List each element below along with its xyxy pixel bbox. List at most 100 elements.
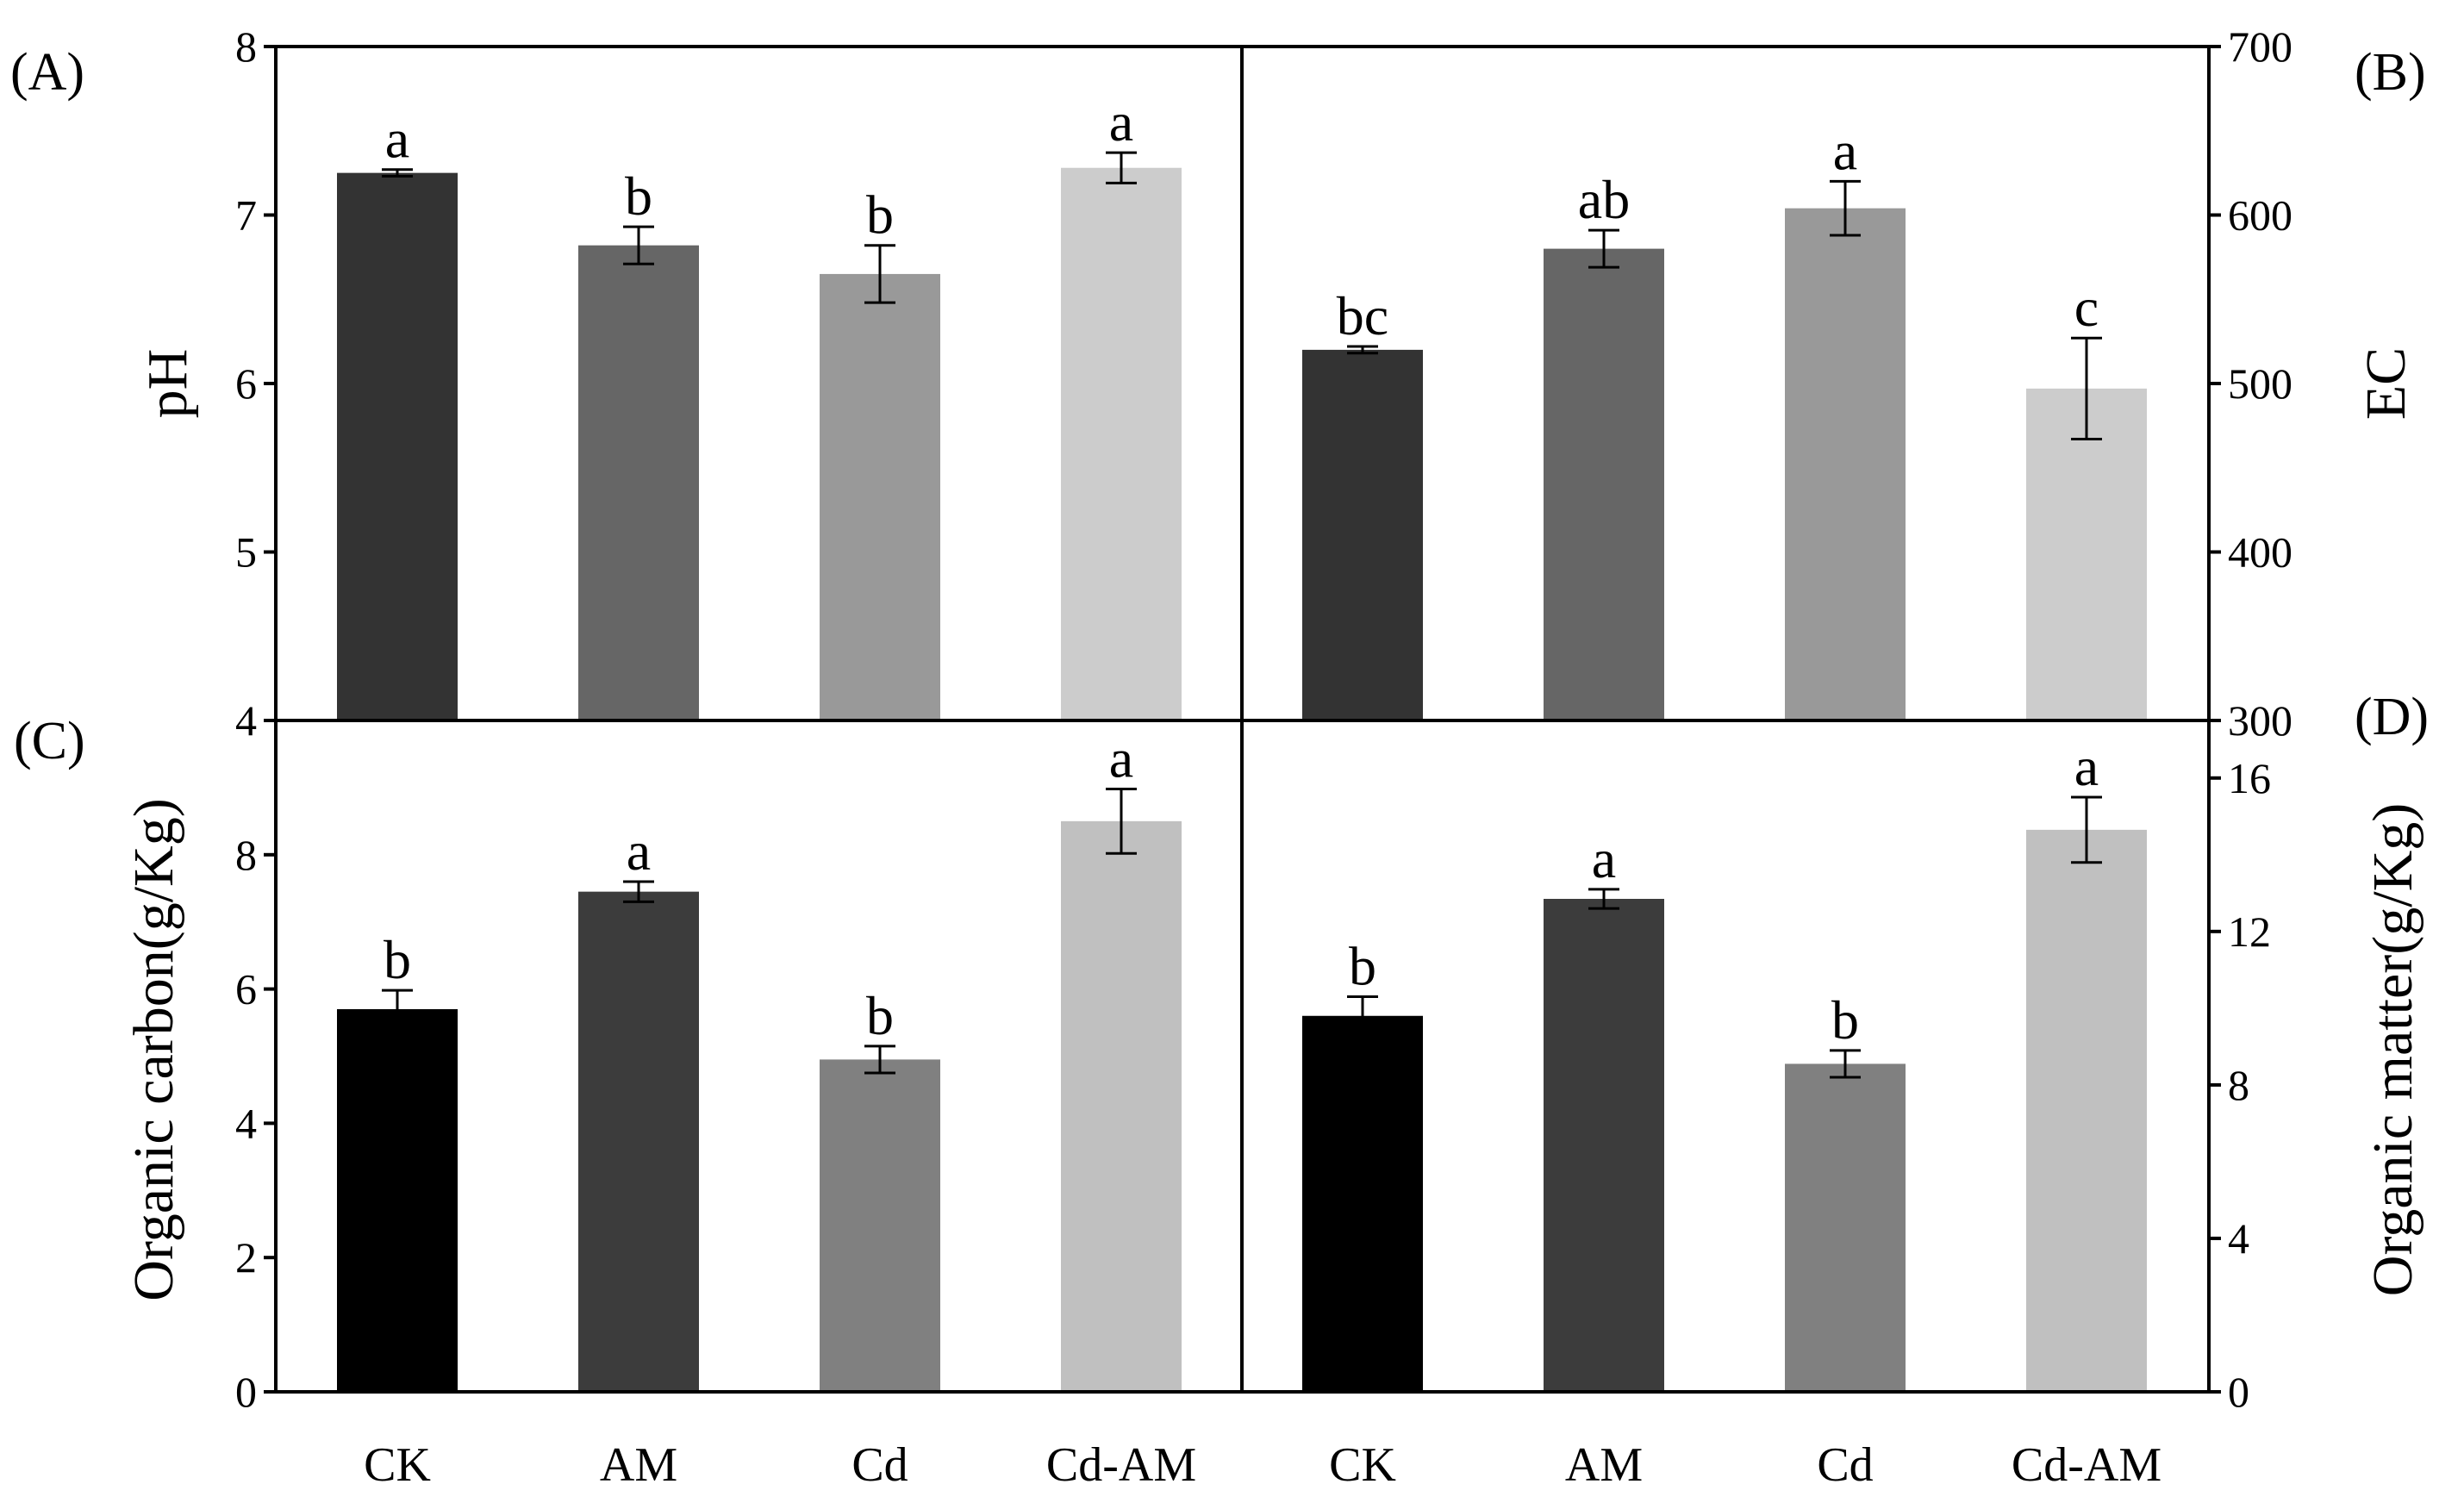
panel-a-bar-am [578,245,699,720]
panel-c-y-tick-label-0: 0 [235,1368,257,1416]
panel-b-error-bars [1347,179,2102,441]
panel-a-significance-cd: b [866,184,894,246]
panel-c-bar-cd [820,1059,940,1392]
panel-a-y-tick-label-5: 5 [235,528,257,577]
panel-c-y-axis: 0 2 4 6 8 [235,831,276,1416]
panel-a-bar-ck [337,172,458,720]
panel-a-y-tick-label-8: 8 [235,22,257,71]
panel-b-y-tick-label-300: 300 [2228,696,2292,745]
panel-b-significance-labels: bc ab a c [1337,120,2099,346]
panel-a-y-axis-title: pH [136,349,199,419]
panel-d-significance-cd: b [1831,989,1859,1051]
panel-d-bars [1302,829,2147,1392]
panel-b-y-axis-title: EC [2355,347,2417,420]
x-label-left-ck: CK [364,1438,431,1492]
panel-d-error-bar-am [1588,888,1619,910]
x-label-left-am: AM [600,1438,677,1492]
panel-b-significance-ck: bc [1337,285,1388,346]
panel-b-y-axis: 300 400 500 600 700 [2209,22,2292,745]
panel-a-ph: a b b a 4 5 6 7 8 (A) pH [10,22,1182,745]
panel-c-significance-cd-am: a [1109,727,1133,789]
panel-c-significance-ck: b [384,929,411,990]
panel-a-y-tick-label-6: 6 [235,359,257,408]
panel-d-y-tick-label-0: 0 [2228,1368,2249,1416]
panel-b-error-bar-ck [1347,345,1378,355]
panel-d-significance-ck: b [1349,936,1376,997]
panel-c-significance-labels: b a b a [384,727,1133,1045]
panel-b-error-bar-am [1588,228,1619,269]
panel-a-y-tick-label-4: 4 [235,696,257,745]
panel-frames [274,45,2211,1394]
panel-b-bar-am [1544,248,1664,721]
panel-c-bar-ck [337,1008,458,1392]
panel-d-significance-am: a [1592,828,1616,889]
panel-b-significance-cd: a [1833,120,1857,181]
panel-a-significance-ck: a [385,109,409,170]
x-label-right-ck: CK [1329,1438,1396,1492]
panel-d-error-bar-cd [1830,1049,1861,1079]
panel-d-significance-cd-am: a [2074,736,2099,797]
panel-d-bar-cd-am [2026,829,2147,1392]
panel-d-error-bar-ck [1347,995,1378,1037]
panel-d-y-axis-title: Organic matter(g/Kg) [2361,803,2424,1296]
panel-b-y-tick-label-400: 400 [2228,528,2292,577]
panel-c-error-bar-ck [382,988,413,1030]
panel-c-organic-carbon: b a b a 0 2 4 6 8 (C) Organic carbon(g/Kg) [14,712,1182,1416]
panel-d-error-bar-cd-am [2071,795,2102,864]
panel-b-y-tick-label-600: 600 [2228,191,2292,240]
panel-b-error-bar-cd-am [2071,336,2102,441]
panel-d-y-tick-label-8: 8 [2228,1061,2249,1109]
panel-c-bar-am [578,891,699,1392]
panel-c-bars [337,820,1182,1392]
panel-a-significance-am: b [625,165,652,227]
panel-d-significance-labels: b a b a [1349,736,2099,1051]
panel-a-error-bar-ck [382,168,413,178]
panel-c-tag: (C) [14,712,85,770]
panel-b-y-tick-label-700: 700 [2228,22,2292,71]
panel-c-y-tick-label-4: 4 [235,1099,257,1147]
panel-a-bar-cd-am [1061,167,1182,720]
panel-a-bars [337,167,1182,720]
panel-a-error-bar-cd [864,244,895,304]
panel-b-y-tick-label-500: 500 [2228,359,2292,408]
panel-c-y-axis-title: Organic carbon(g/Kg) [122,798,185,1300]
panel-d-y-tick-label-16: 16 [2228,754,2271,802]
panel-b-bar-cd [1785,208,1906,720]
panel-d-y-axis: 0 4 8 12 16 [2209,754,2271,1416]
panel-a-error-bar-am [623,225,654,265]
panel-a-significance-labels: a b b a [385,91,1133,246]
panel-d-bar-am [1544,898,1664,1392]
panel-b-bar-ck [1302,349,1423,720]
x-label-right-cd-am: Cd-AM [2012,1438,2161,1492]
panel-d-error-bars [1347,795,2102,1079]
panel-c-y-tick-label-2: 2 [235,1233,257,1282]
panel-b-tag: (B) [2355,43,2426,102]
x-label-left-cd: Cd [851,1438,908,1492]
panel-a-significance-cd-am: a [1109,91,1133,153]
panel-d-bar-ck [1302,1015,1423,1392]
x-axis-right: CK AM Cd Cd-AM [1329,1438,2161,1492]
panel-a-y-axis: 4 5 6 7 8 [235,22,276,745]
panel-c-y-tick-label-6: 6 [235,965,257,1013]
panel-c-bar-cd-am [1061,820,1182,1392]
x-label-right-cd: Cd [1817,1438,1873,1492]
panel-d-y-tick-label-12: 12 [2228,907,2271,956]
panel-a-tag: (A) [10,43,84,102]
panel-b-bars [1302,208,2147,721]
panel-d-y-tick-label-4: 4 [2228,1214,2249,1263]
panel-b-ec: bc ab a c 300 400 500 600 700 (B) EC [1302,22,2426,745]
x-axis-left: CK AM Cd Cd-AM [364,1438,1196,1492]
panel-d-tag: (D) [2355,688,2429,746]
panel-c-significance-cd: b [866,985,894,1046]
panel-c-error-bar-am [623,880,654,903]
panel-d-organic-matter: b a b a 0 4 8 12 16 (D) Organic matter(g/Kg) [1302,688,2429,1416]
panel-d-bar-cd [1785,1063,1906,1392]
x-label-right-am: AM [1565,1438,1643,1492]
panel-a-y-tick-label-7: 7 [235,191,257,240]
panel-c-y-tick-label-8: 8 [235,831,257,879]
panel-c-significance-am: a [627,820,651,882]
panel-a-error-bar-cd-am [1106,151,1137,184]
panel-a-bar-cd [820,273,940,720]
panel-c-error-bars [382,787,1137,1075]
